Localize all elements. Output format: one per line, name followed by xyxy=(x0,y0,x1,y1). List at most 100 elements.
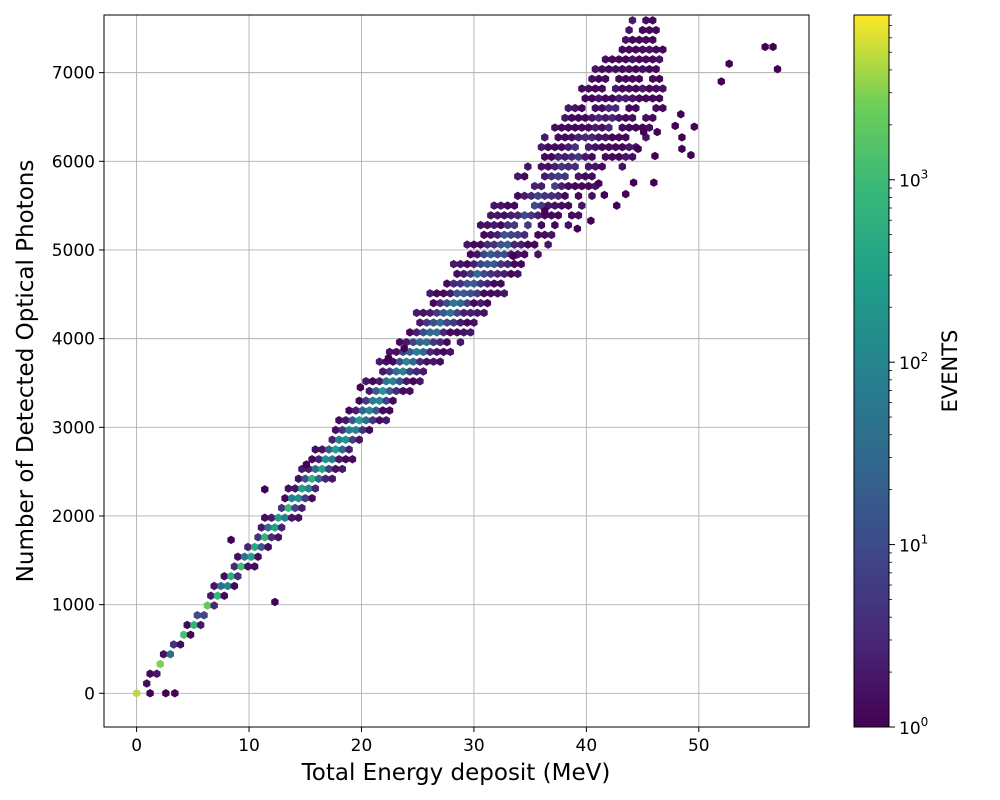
hexbin-cell xyxy=(551,162,559,171)
hexbin-cell xyxy=(571,162,579,171)
hexbin-cell xyxy=(490,201,498,210)
hexbin-cell xyxy=(514,211,522,220)
hexbin-cell xyxy=(659,45,667,54)
hexbin-cell xyxy=(385,386,394,396)
hexbin-cell xyxy=(645,123,654,132)
hexbin-cell xyxy=(537,220,546,230)
hexbin-cell xyxy=(611,142,620,152)
hexbin-cell xyxy=(419,328,428,337)
hexbin-cell xyxy=(446,308,454,318)
hexbin-cell xyxy=(655,55,664,64)
hexbin-cell xyxy=(645,84,654,93)
hexbin-cell xyxy=(500,250,508,259)
hexbin-cell xyxy=(595,94,603,103)
hexbin-cell xyxy=(574,191,583,201)
hexbin-outlier-cell xyxy=(650,178,658,187)
hexbin-cell xyxy=(601,74,610,84)
hexbin-outlier-cell xyxy=(678,144,686,154)
hexbin-cell xyxy=(578,181,586,191)
hexbin-cell xyxy=(426,308,434,318)
hexbin-cell xyxy=(622,94,630,103)
hexbin-cell xyxy=(399,367,407,376)
hexbin-cell xyxy=(318,445,326,454)
hexbin-cell xyxy=(298,503,306,513)
plot-frame xyxy=(103,14,810,728)
hexbin-cell xyxy=(628,74,637,84)
hexbin-cell xyxy=(338,464,347,474)
hexbin-cell xyxy=(642,16,650,25)
y-axis-ticks: 0 1000 2000 3000 4000 5000 6000 7000 xyxy=(52,64,104,704)
hexbin-cell xyxy=(315,474,323,483)
hexbin-cell xyxy=(247,552,255,561)
hexbin-cell xyxy=(456,318,465,327)
hexbin-cell xyxy=(568,211,576,220)
hexbin-cell xyxy=(382,396,390,405)
hexbin-outlier-cell xyxy=(384,353,393,363)
hexbin-outlier-cell xyxy=(509,251,517,261)
hexbin-cell xyxy=(622,152,630,162)
hexbin-cell xyxy=(571,103,579,113)
hexbin-cell xyxy=(581,172,589,181)
hexbin-cell xyxy=(497,240,505,249)
hexbin-cell xyxy=(574,172,583,181)
hexbin-outlier-cell xyxy=(769,42,777,52)
hexbin-cell xyxy=(348,415,357,425)
hexbin-cell xyxy=(176,640,185,649)
hexbin-cell xyxy=(456,337,465,347)
hexbin-outlier-cell xyxy=(773,64,782,74)
hexbin-cell xyxy=(423,357,431,366)
hexbin-cell xyxy=(595,113,603,123)
hexbin-cell xyxy=(470,279,478,288)
colorbar-tick-label: 100 xyxy=(899,715,928,739)
hexbin-cell xyxy=(450,259,458,269)
hexbin-cell xyxy=(578,84,586,93)
hexbin-cell xyxy=(450,279,458,288)
hexbin-cell xyxy=(466,328,475,337)
hexbin-cell xyxy=(352,425,360,435)
hexbin-cell xyxy=(416,357,424,366)
x-tick-label: 20 xyxy=(351,736,373,756)
hexbin-cell xyxy=(510,259,519,269)
hexbin-cell xyxy=(416,318,424,327)
hexbin-cell xyxy=(345,406,353,415)
hexbin-cell xyxy=(649,16,657,25)
hexbin-cell xyxy=(514,269,522,279)
hexbin-cell xyxy=(379,386,387,396)
hexbin-cell xyxy=(554,133,562,142)
hexbin-cell xyxy=(551,123,559,132)
hexbin-cell xyxy=(321,474,330,483)
hexbin-cell xyxy=(186,630,195,640)
hexbin-cell xyxy=(308,454,316,464)
hexbin-cell xyxy=(456,298,465,308)
hexbin-cell xyxy=(598,64,606,74)
hexbin-cell xyxy=(331,425,340,435)
hexbin-cell xyxy=(274,533,282,542)
hexbin-cell xyxy=(480,269,488,279)
hexbin-cell xyxy=(534,230,542,240)
hexbin-cell xyxy=(362,415,370,425)
hexbin-cell xyxy=(277,523,286,532)
y-tick-label: 7000 xyxy=(52,64,95,84)
hexbin-outlier-cell xyxy=(640,127,648,137)
x-axis-ticks: 0 10 20 30 40 50 xyxy=(131,727,710,756)
hexbin-cell xyxy=(436,298,444,308)
hexbin-cell xyxy=(382,415,390,425)
hexbin-cell xyxy=(143,679,151,688)
hexbin-outlier-cell xyxy=(227,535,235,545)
hexbin-cell xyxy=(466,250,475,259)
hexbin-cell xyxy=(611,103,620,113)
hexbin-cell xyxy=(652,6,659,14)
hexbin-cell xyxy=(632,84,640,93)
hexbin-cell xyxy=(460,328,468,337)
hexbin-cell xyxy=(622,74,630,84)
hexbin-cell xyxy=(628,94,637,103)
hexbin-cell xyxy=(507,230,515,240)
hexbin-cell xyxy=(477,240,485,249)
hexbin-cell xyxy=(554,211,562,220)
hexbin-cell xyxy=(493,289,502,298)
hexbin-cell xyxy=(581,152,589,162)
hexbin-cell xyxy=(277,503,286,513)
hexbin-cell xyxy=(487,230,495,240)
hexbin-cell xyxy=(412,308,421,318)
hexbin-cell xyxy=(328,454,336,464)
